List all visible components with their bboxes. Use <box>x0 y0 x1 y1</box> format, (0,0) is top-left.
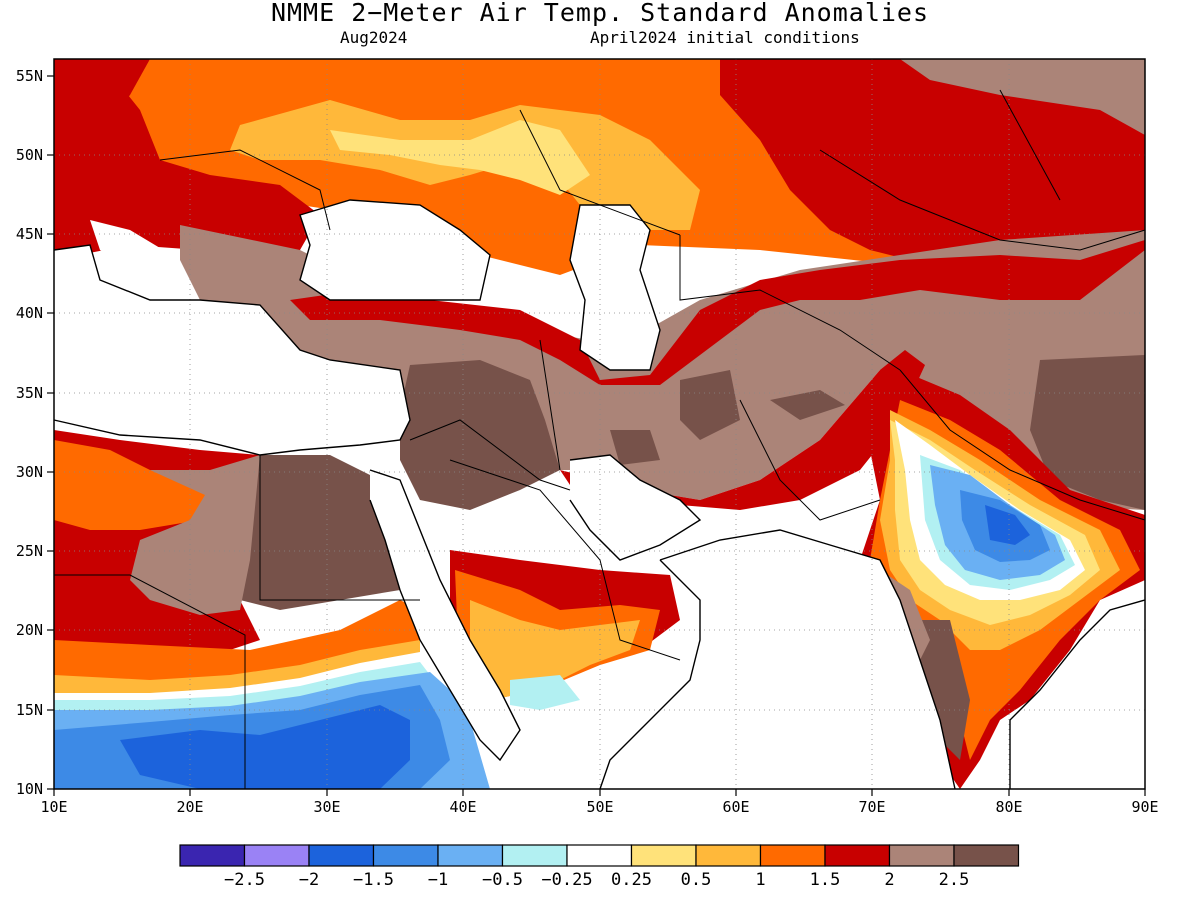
map-title: NMME 2−Meter Air Temp. Standard Anomalie… <box>270 0 930 27</box>
field-egypt-core <box>230 455 400 610</box>
colorbar: −2.5 −2 −1.5 −1 −0.5 −0.25 0.25 0.5 1 1.5 2 2.5 <box>179 844 1020 890</box>
colorbar-label: 1 <box>755 870 765 890</box>
lon-label: 70E <box>858 798 885 816</box>
mask-bay-of-bengal <box>1010 600 1145 789</box>
colorbar-swatch <box>372 844 439 867</box>
forecast-month: Aug2024 <box>340 28 408 47</box>
colorbar-label: −2.5 <box>224 870 265 890</box>
colorbar-swatch <box>630 844 697 867</box>
lat-label: 45N <box>16 225 43 243</box>
field-iran-red-fringe <box>560 350 925 510</box>
colorbar-label: −0.5 <box>482 870 523 890</box>
field-russia-red <box>720 59 1145 295</box>
field-libya-orange <box>54 440 210 530</box>
field-india-south-brown <box>910 620 970 760</box>
lat-label: 50N <box>16 146 43 164</box>
field-europe-red <box>54 85 320 260</box>
colorbar-label: −2 <box>299 870 319 890</box>
field-afghan-core <box>680 370 740 440</box>
colorbar-swatch <box>695 844 762 867</box>
field-iran-core <box>610 430 660 465</box>
lat-label: 20N <box>16 621 43 639</box>
mask-red-sea <box>370 470 520 760</box>
colorbar-label: −1.5 <box>353 870 394 890</box>
colorbar-swatch <box>179 844 246 867</box>
lon-label: 40E <box>449 798 476 816</box>
colorbar-label: 0.25 <box>611 870 652 890</box>
lat-label: 25N <box>16 542 43 560</box>
colorbar-label: −0.25 <box>541 870 592 890</box>
field-iran-core-2 <box>770 390 845 420</box>
lat-label: 40N <box>16 304 43 322</box>
anomaly-field <box>54 59 1145 789</box>
borders <box>54 89 1146 789</box>
lon-label: 20E <box>176 798 203 816</box>
field-sahel-cyan <box>54 662 430 712</box>
lon-label: 30E <box>313 798 340 816</box>
colorbar-swatch <box>888 844 955 867</box>
lon-label: 50E <box>586 798 613 816</box>
lat-label: 15N <box>16 701 43 719</box>
field-sahel-orange <box>54 600 420 685</box>
colorbar-swatch <box>953 844 1020 867</box>
field-steppe-yellow <box>330 120 590 195</box>
initial-conditions: April2024 initial conditions <box>590 28 860 47</box>
lat-label: 55N <box>16 67 43 85</box>
colorbar-label: 2 <box>884 870 894 890</box>
lat-label: 10N <box>16 780 43 798</box>
colorbar-label: 2.5 <box>939 870 970 890</box>
colorbar-label: 0.5 <box>681 870 712 890</box>
mask-black-sea <box>300 200 490 300</box>
mask-arabian-sea <box>600 530 955 789</box>
lat-label: 30N <box>16 463 43 481</box>
field-tibet-core <box>1030 355 1145 510</box>
colorbar-swatch <box>308 844 375 867</box>
colorbar-swatch <box>824 844 891 867</box>
colorbar-swatch <box>437 844 504 867</box>
lat-labels: 55N 50N 45N 40N 35N 30N 25N 20N 15N 10N <box>16 67 43 798</box>
field-sahel-lightorange <box>54 640 420 695</box>
lon-label: 60E <box>722 798 749 816</box>
colorbar-swatch <box>501 844 568 867</box>
tick-marks <box>47 75 1146 796</box>
graticule <box>54 59 1145 789</box>
mask-adriatic <box>90 220 200 300</box>
mask-persian-gulf <box>570 455 700 560</box>
colorbar-label: 1.5 <box>810 870 841 890</box>
mask-caspian <box>570 205 660 370</box>
field-india-deepblue <box>985 505 1030 545</box>
colorbar-swatch <box>243 844 310 867</box>
colorbar-swatch <box>566 844 633 867</box>
colorbar-label: −1 <box>428 870 448 890</box>
field-europe-west-red <box>54 59 150 125</box>
field-yemen-cyan <box>510 675 580 710</box>
lon-label: 90E <box>1131 798 1158 816</box>
lat-label: 35N <box>16 384 43 402</box>
field-east-brown <box>900 59 1145 135</box>
lon-label: 80E <box>995 798 1022 816</box>
field-sahel-deepblue <box>120 705 410 789</box>
field-north-red-fringe <box>290 240 1145 385</box>
lon-labels: 10E 20E 30E 40E 50E 60E 70E 80E 90E <box>40 798 1158 816</box>
field-arabia-lightorange <box>470 600 640 700</box>
field-libya-brown <box>130 455 260 615</box>
colorbar-swatch <box>759 844 826 867</box>
lon-label: 10E <box>40 798 67 816</box>
